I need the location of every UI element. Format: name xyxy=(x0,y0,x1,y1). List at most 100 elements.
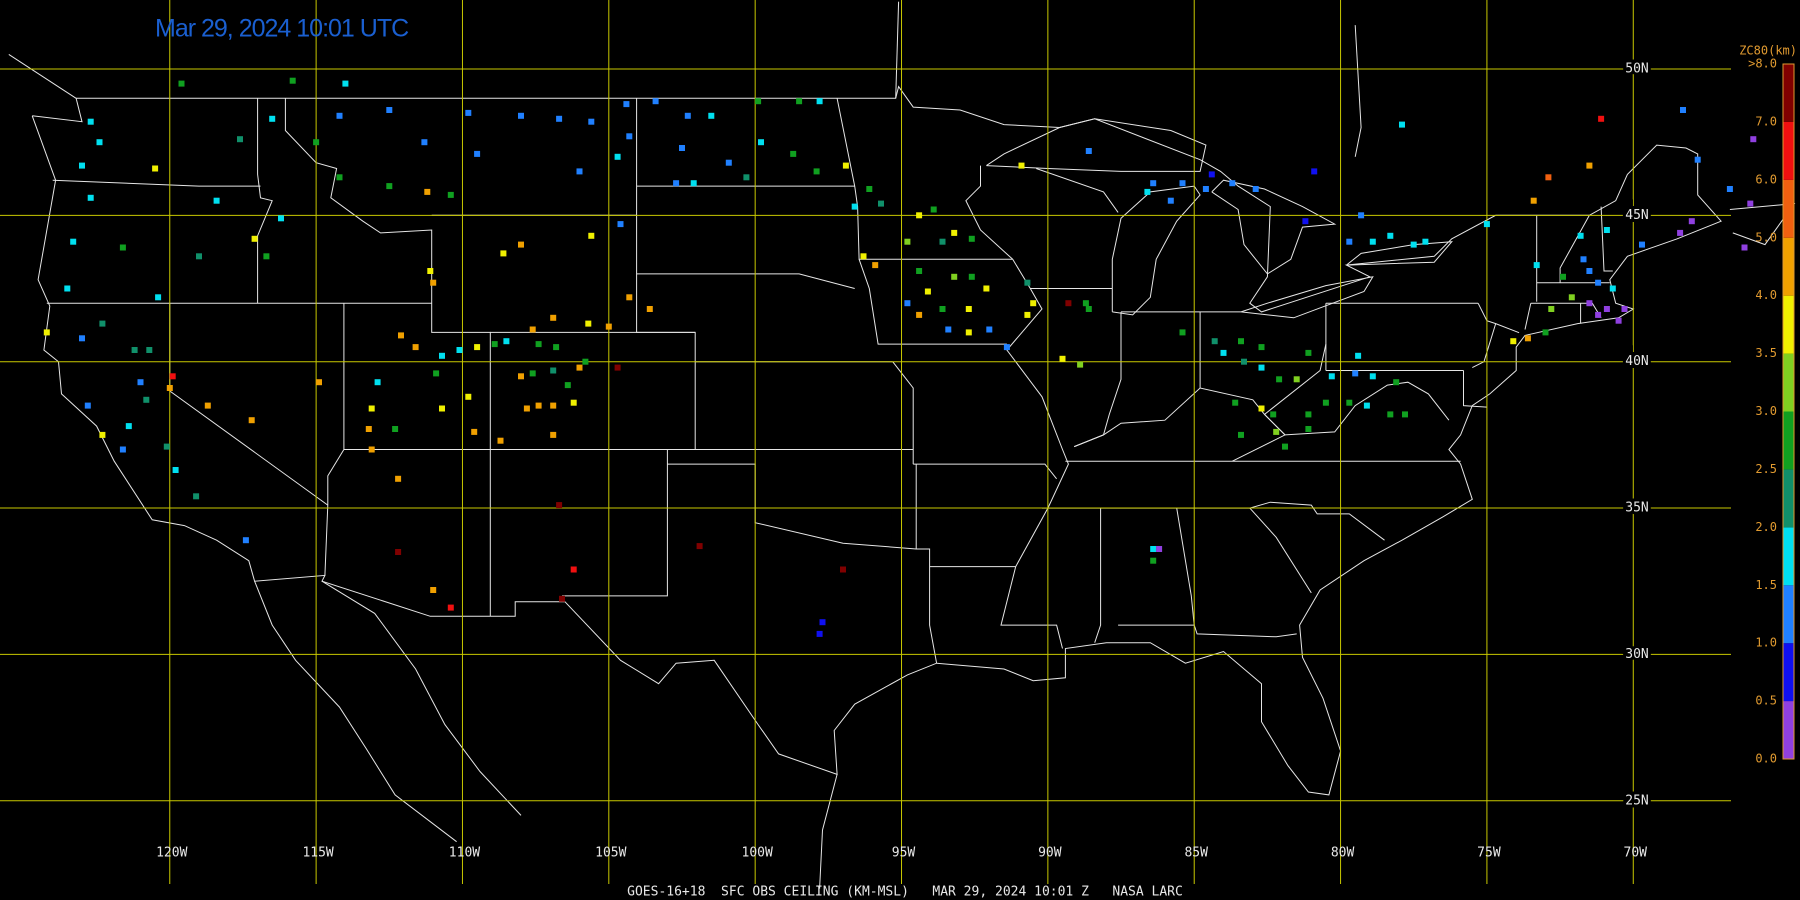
station xyxy=(491,341,498,348)
station xyxy=(1082,300,1089,307)
station xyxy=(1305,411,1312,418)
lat-label: 40N xyxy=(1625,354,1648,369)
station xyxy=(646,306,653,312)
station xyxy=(1598,115,1605,122)
station xyxy=(99,431,106,438)
station xyxy=(1003,344,1010,351)
station xyxy=(1393,379,1400,386)
station xyxy=(816,630,823,637)
station xyxy=(237,136,243,143)
station xyxy=(1548,306,1555,312)
colorbar-label: 7.0 xyxy=(1755,114,1777,128)
lat-label: 35N xyxy=(1625,501,1648,516)
station xyxy=(1179,329,1186,336)
boundary xyxy=(1211,179,1337,275)
station xyxy=(242,537,249,544)
colorbar-label: 2.0 xyxy=(1755,520,1777,534)
station xyxy=(588,232,595,239)
station xyxy=(529,370,536,377)
station xyxy=(1694,156,1701,163)
station xyxy=(965,306,972,312)
boundary xyxy=(1074,343,1327,448)
station xyxy=(1311,168,1318,175)
station xyxy=(119,446,126,453)
station xyxy=(163,443,170,450)
station xyxy=(1258,364,1265,371)
station xyxy=(427,268,434,274)
station xyxy=(968,273,975,280)
station xyxy=(576,168,583,175)
station xyxy=(1150,180,1157,187)
colorbar-cell xyxy=(1783,179,1794,238)
station xyxy=(386,107,393,113)
boundary xyxy=(1232,414,1286,462)
station xyxy=(696,543,703,550)
station xyxy=(684,112,691,119)
station xyxy=(1270,411,1277,418)
station xyxy=(840,566,846,573)
station xyxy=(535,341,542,348)
lon-label: 115W xyxy=(302,846,333,861)
station xyxy=(1150,546,1157,552)
station xyxy=(1202,186,1209,192)
station xyxy=(456,347,463,353)
station xyxy=(1595,279,1602,286)
station xyxy=(99,320,106,327)
station xyxy=(1024,279,1031,286)
boundary xyxy=(254,581,457,843)
station xyxy=(983,285,990,292)
station xyxy=(614,364,621,371)
station xyxy=(395,475,402,482)
station xyxy=(395,549,402,555)
colorbar-cell xyxy=(1783,585,1794,644)
station xyxy=(169,373,176,380)
station xyxy=(1369,238,1376,245)
station xyxy=(588,118,595,125)
station xyxy=(1603,306,1610,312)
station xyxy=(1399,121,1405,128)
boundary xyxy=(819,774,838,889)
station xyxy=(1688,218,1695,225)
station xyxy=(1276,376,1283,383)
station xyxy=(474,344,481,351)
station xyxy=(465,393,472,400)
station xyxy=(550,314,557,321)
station xyxy=(1302,218,1309,225)
station xyxy=(70,238,77,245)
map-title: Mar 29, 2024 10:01 UTC xyxy=(155,15,409,43)
station xyxy=(866,186,873,192)
station xyxy=(155,294,162,301)
boundaries xyxy=(8,1,1796,889)
station xyxy=(1533,262,1540,269)
station xyxy=(851,203,858,210)
station xyxy=(1358,212,1365,219)
station xyxy=(1741,244,1748,251)
station xyxy=(465,109,472,116)
boundary xyxy=(1477,302,1520,334)
station xyxy=(673,180,680,187)
station xyxy=(605,323,612,330)
station xyxy=(1603,227,1610,233)
station xyxy=(1586,268,1593,274)
boundary xyxy=(284,98,491,617)
station xyxy=(1282,443,1288,450)
station xyxy=(1065,300,1072,307)
station xyxy=(939,306,946,312)
colorbar-title: ZC80(km) xyxy=(1739,44,1797,58)
station xyxy=(951,229,958,236)
boundary xyxy=(1176,508,1195,626)
station xyxy=(945,326,952,333)
boundary xyxy=(636,98,696,333)
lon-label: 110W xyxy=(449,846,480,861)
colorbar-label: 5.0 xyxy=(1755,230,1777,244)
colorbar-label: 1.0 xyxy=(1755,636,1777,650)
boundary xyxy=(892,361,914,465)
station xyxy=(368,446,375,453)
boundary xyxy=(1240,276,1374,319)
station xyxy=(1150,557,1157,564)
station xyxy=(43,329,50,336)
station xyxy=(1560,273,1566,280)
station xyxy=(278,215,284,222)
station xyxy=(263,253,270,260)
